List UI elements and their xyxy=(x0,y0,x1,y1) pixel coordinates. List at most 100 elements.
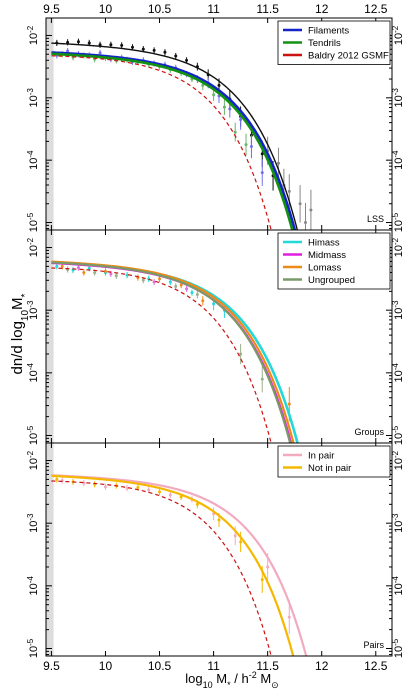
data-points xyxy=(55,38,313,230)
data-point xyxy=(195,502,199,506)
data-point xyxy=(76,266,80,270)
series-line-ungrouped xyxy=(51,261,292,443)
data-point xyxy=(87,41,91,45)
y-tick-label: 10-3 xyxy=(26,300,41,320)
series-line-fit-3 xyxy=(51,42,299,230)
data-point xyxy=(201,83,205,87)
x-tick-label-top: 11 xyxy=(207,2,220,16)
data-point xyxy=(66,49,70,53)
data-point xyxy=(141,278,145,282)
legend-entry: Midmass xyxy=(308,250,346,261)
data-point xyxy=(125,273,129,277)
y-tick-label-right: 10-5 xyxy=(391,638,406,658)
legend-entry: Not in pair xyxy=(308,463,351,474)
y-tick-label: 10-4 xyxy=(26,576,41,596)
data-point xyxy=(249,144,253,148)
y-tick-label: 10-3 xyxy=(26,513,41,533)
plot-frame xyxy=(45,442,393,657)
data-point xyxy=(179,495,183,499)
data-point xyxy=(260,578,264,582)
y-tick-label: 10-5 xyxy=(26,638,41,658)
panel-label: Pairs xyxy=(363,640,384,650)
data-point xyxy=(287,189,291,193)
data-point xyxy=(260,377,264,381)
data-point xyxy=(152,48,156,52)
x-tick-label: 12.5 xyxy=(364,659,388,673)
data-point xyxy=(163,50,167,54)
data-point xyxy=(298,202,302,206)
data-point xyxy=(82,271,86,275)
y-tick-label: 10-5 xyxy=(26,212,41,232)
y-tick-label-right: 10-4 xyxy=(391,150,406,170)
data-point xyxy=(109,43,113,47)
panel-label: LSS xyxy=(367,214,384,224)
series-line-fit-4 xyxy=(51,267,272,443)
data-points xyxy=(55,263,291,422)
data-point xyxy=(98,51,102,55)
y-tick-label-right: 10-5 xyxy=(391,425,406,445)
legend-box xyxy=(277,445,391,478)
y-tick-label: 10-4 xyxy=(26,150,41,170)
legend-entry: Filaments xyxy=(308,26,349,37)
data-point xyxy=(233,534,237,538)
data-point xyxy=(244,143,248,147)
x-tick-label: 9.5 xyxy=(43,659,60,673)
data-point xyxy=(185,287,189,291)
data-point xyxy=(217,518,221,522)
panel-groups: 10-5 10-5 10-4 10-4 10-3 10-3 10-2 10-2 Groups Hi… xyxy=(26,229,406,445)
data-points xyxy=(55,476,291,635)
y-tick-label-right: 10-2 xyxy=(391,237,406,257)
data-point xyxy=(120,43,124,47)
data-point xyxy=(179,283,183,287)
panel-lss: 9.5 10 10.5 11 11.5 12 12.5 10-5 10-5 10-4 10-4 10-… xyxy=(26,2,406,232)
legend-box xyxy=(277,20,391,65)
y-tick-label: 10-3 xyxy=(26,88,41,108)
x-tick-label-top: 12 xyxy=(315,2,329,16)
data-point xyxy=(260,171,264,175)
data-point xyxy=(287,615,291,619)
y-tick-label-right: 10-5 xyxy=(391,212,406,232)
series-line-tendrils xyxy=(51,52,294,230)
x-tick-label-top: 11.5 xyxy=(256,2,279,16)
y-tick-label-right: 10-3 xyxy=(391,300,406,320)
data-point xyxy=(201,299,205,303)
data-point xyxy=(125,486,129,490)
data-point xyxy=(304,221,307,225)
legend-entry: Tendrils xyxy=(308,38,341,49)
legend-entry: Lomass xyxy=(308,263,342,274)
data-point xyxy=(87,266,91,270)
data-point xyxy=(212,302,216,306)
data-point xyxy=(309,208,313,212)
data-point xyxy=(109,272,113,276)
data-point xyxy=(76,40,80,44)
series-line-not-in-pair xyxy=(51,474,295,656)
model-curves xyxy=(51,260,299,443)
legend-entry: In pair xyxy=(308,451,334,462)
series-line-fit-2 xyxy=(51,480,272,656)
x-tick-label-top: 10 xyxy=(99,2,113,16)
data-point xyxy=(158,277,162,281)
data-point xyxy=(55,264,59,268)
y-tick-label: 10-2 xyxy=(26,237,41,257)
data-point xyxy=(260,152,264,156)
x-tick-label: 12 xyxy=(315,659,329,673)
data-point xyxy=(103,269,107,273)
data-point xyxy=(239,540,243,544)
y-tick-label-right: 10-2 xyxy=(391,450,406,470)
data-point xyxy=(233,130,237,134)
data-point xyxy=(141,47,145,51)
data-point xyxy=(152,280,156,284)
model-curves xyxy=(51,42,299,230)
data-point xyxy=(66,40,70,44)
data-point xyxy=(60,264,64,268)
data-point xyxy=(93,271,97,275)
data-point xyxy=(114,274,118,278)
shaded-region xyxy=(46,230,54,443)
y-axis-label: dn/d log10M* xyxy=(9,293,31,374)
data-point xyxy=(212,93,216,97)
x-tick-label: 11 xyxy=(207,659,220,673)
y-tick-label-right: 10-4 xyxy=(391,363,406,383)
y-tick-label: 10-4 xyxy=(26,363,41,383)
